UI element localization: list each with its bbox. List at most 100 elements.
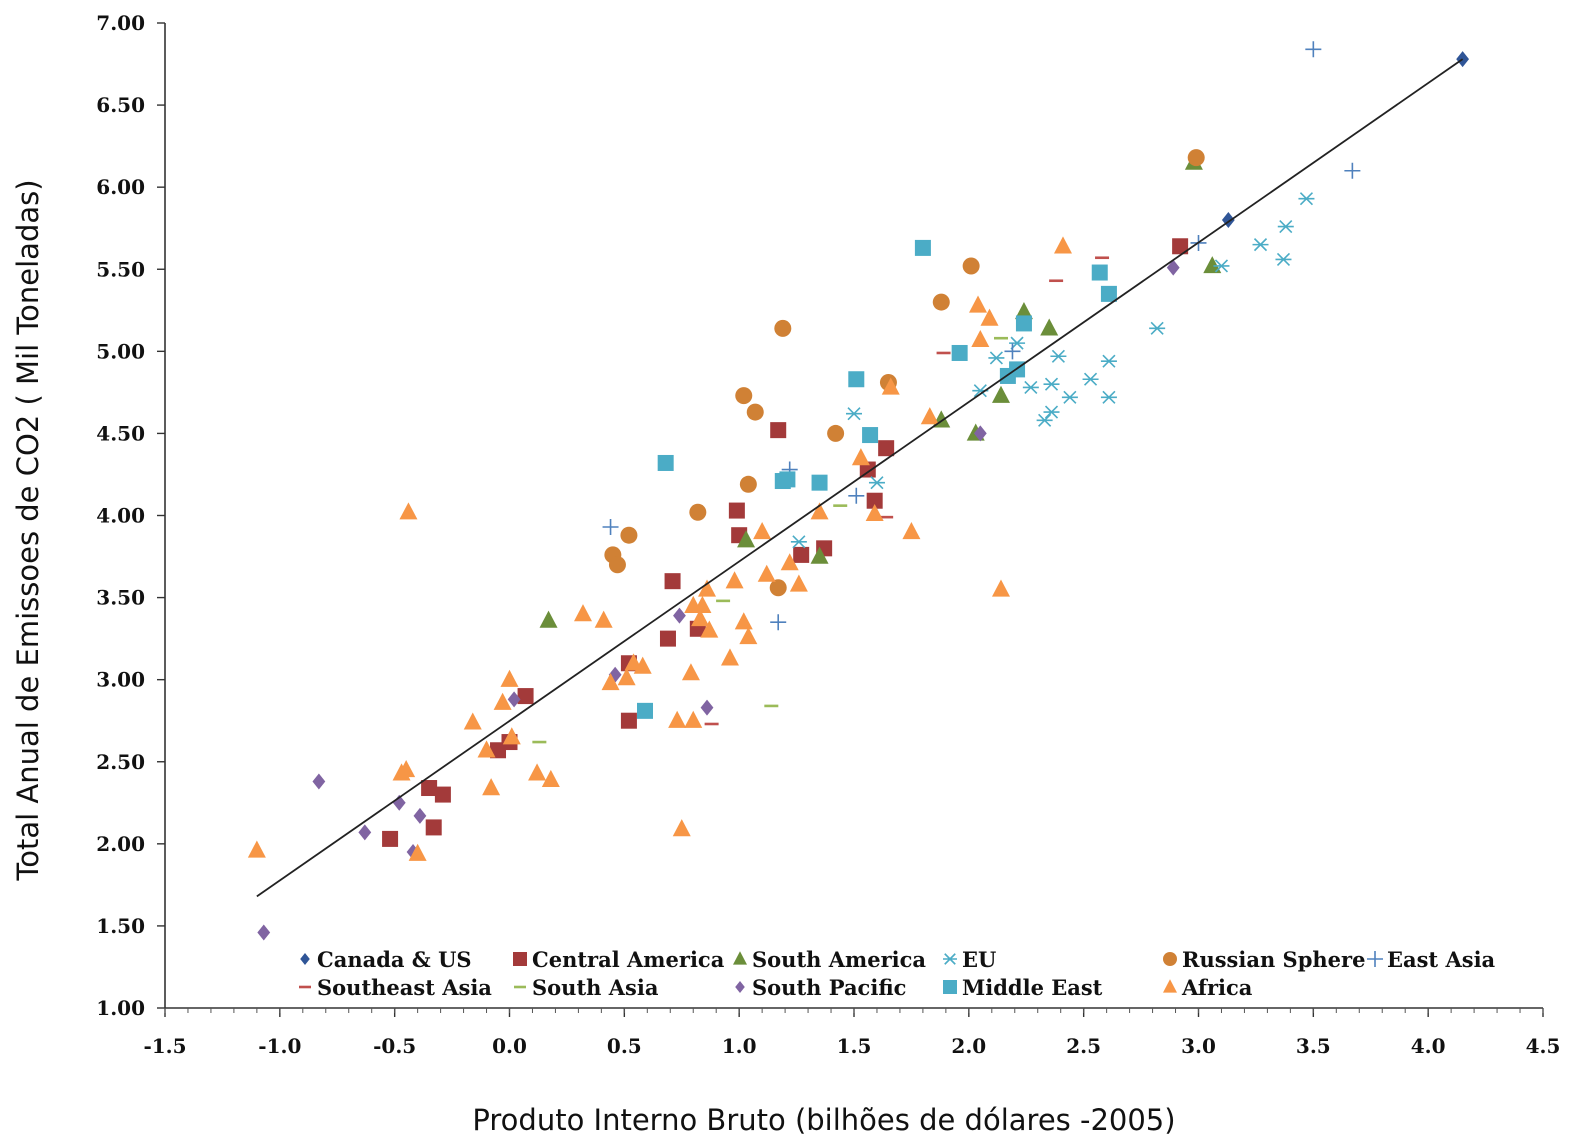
data-point (1203, 256, 1222, 274)
data-point (851, 448, 870, 466)
data-point (539, 610, 558, 628)
x-tick-label: -1.0 (258, 1034, 301, 1058)
x-tick-label: 4.0 (1411, 1034, 1446, 1058)
data-point (774, 319, 792, 337)
data-point (790, 535, 807, 549)
series-central-america (382, 238, 1189, 847)
y-axis-title: Total Anual de Emissoes de CO2 ( Mil Ton… (11, 179, 45, 881)
data-point (673, 607, 686, 624)
data-point (881, 377, 900, 395)
data-point (769, 579, 787, 597)
data-point (973, 425, 987, 442)
y-tick-label: 5.00 (96, 339, 145, 363)
legend-label: Central America (532, 947, 725, 972)
legend-label: Canada & US (317, 947, 472, 972)
legend: Canada & US Central America South America E… (299, 947, 1496, 1000)
data-point (601, 673, 620, 691)
legend-marker (513, 952, 527, 966)
x-tick-label: -0.5 (373, 1034, 416, 1058)
data-point (664, 573, 681, 590)
data-point (668, 710, 687, 728)
data-point (746, 403, 764, 421)
data-point (932, 293, 950, 311)
data-point (878, 440, 895, 457)
legend-item: Canada & US (300, 947, 472, 972)
legend-label: EU (962, 947, 996, 972)
data-point (691, 609, 710, 627)
data-point (770, 422, 787, 439)
data-point (1187, 149, 1205, 167)
data-point (737, 530, 756, 548)
trendline (256, 58, 1464, 898)
data-point (408, 843, 427, 861)
x-tick-label: -1.5 (143, 1034, 186, 1058)
data-point (1036, 413, 1053, 427)
data-point (1040, 318, 1059, 336)
y-tick-label: 5.50 (96, 257, 145, 281)
data-point (1043, 405, 1060, 419)
data-point (463, 712, 482, 730)
series-south-asia (532, 336, 1008, 744)
data-point (684, 710, 703, 728)
data-point (700, 620, 719, 638)
data-point (1298, 192, 1315, 206)
data-point (425, 819, 442, 836)
data-point (1149, 321, 1166, 335)
legend-label: South Asia (532, 975, 659, 1000)
data-point (1275, 252, 1292, 266)
data-point (693, 595, 712, 613)
data-point (502, 727, 521, 745)
y-tick-label: 4.00 (96, 504, 145, 528)
data-point (672, 819, 691, 837)
data-point (866, 492, 883, 509)
data-point (659, 630, 676, 647)
data-point (413, 807, 427, 824)
data-point (681, 663, 700, 681)
data-point (991, 579, 1010, 597)
data-point (1091, 264, 1108, 281)
data-point (608, 556, 626, 574)
data-point (657, 454, 674, 471)
data-point (862, 427, 879, 444)
y-tick-label: 2.00 (96, 832, 145, 856)
series-middle-east (637, 239, 1117, 719)
data-point (810, 502, 829, 520)
legend-label: Middle East (962, 975, 1103, 1000)
data-point (1252, 238, 1269, 252)
legend-label: Russian Sphere (1182, 947, 1365, 972)
legend-label: Africa (1181, 975, 1253, 1000)
data-point (868, 476, 885, 490)
data-point (1172, 238, 1189, 255)
legend-marker (943, 980, 957, 994)
legend-marker (733, 951, 747, 965)
data-point (962, 257, 980, 275)
legend-label: South Pacific (752, 975, 906, 1000)
data-point (528, 763, 547, 781)
data-point (247, 840, 266, 858)
data-point (1043, 377, 1060, 391)
data-point (980, 308, 999, 326)
data-point (1014, 302, 1033, 320)
data-point (770, 614, 787, 631)
x-tick-label: 3.0 (1181, 1034, 1216, 1058)
data-point (725, 571, 744, 589)
data-point (1166, 259, 1180, 276)
data-point (633, 656, 652, 674)
data-point (594, 610, 613, 628)
data-point (1213, 259, 1230, 273)
legend-item: East Asia (1367, 947, 1496, 972)
x-tick-label: 2.0 (951, 1034, 986, 1058)
data-point (865, 503, 884, 522)
y-tick-label: 1.50 (96, 914, 145, 938)
legend-marker (1367, 951, 1383, 967)
data-point (1277, 220, 1294, 234)
legend-label: Southeast Asia (317, 975, 492, 1000)
data-point (1022, 380, 1039, 395)
x-tick-label: 0.5 (607, 1034, 642, 1058)
data-point (620, 712, 637, 729)
series-russian-sphere (604, 149, 1205, 597)
data-point (753, 522, 772, 540)
data-point (1015, 315, 1032, 332)
legend-item: EU (943, 947, 996, 972)
